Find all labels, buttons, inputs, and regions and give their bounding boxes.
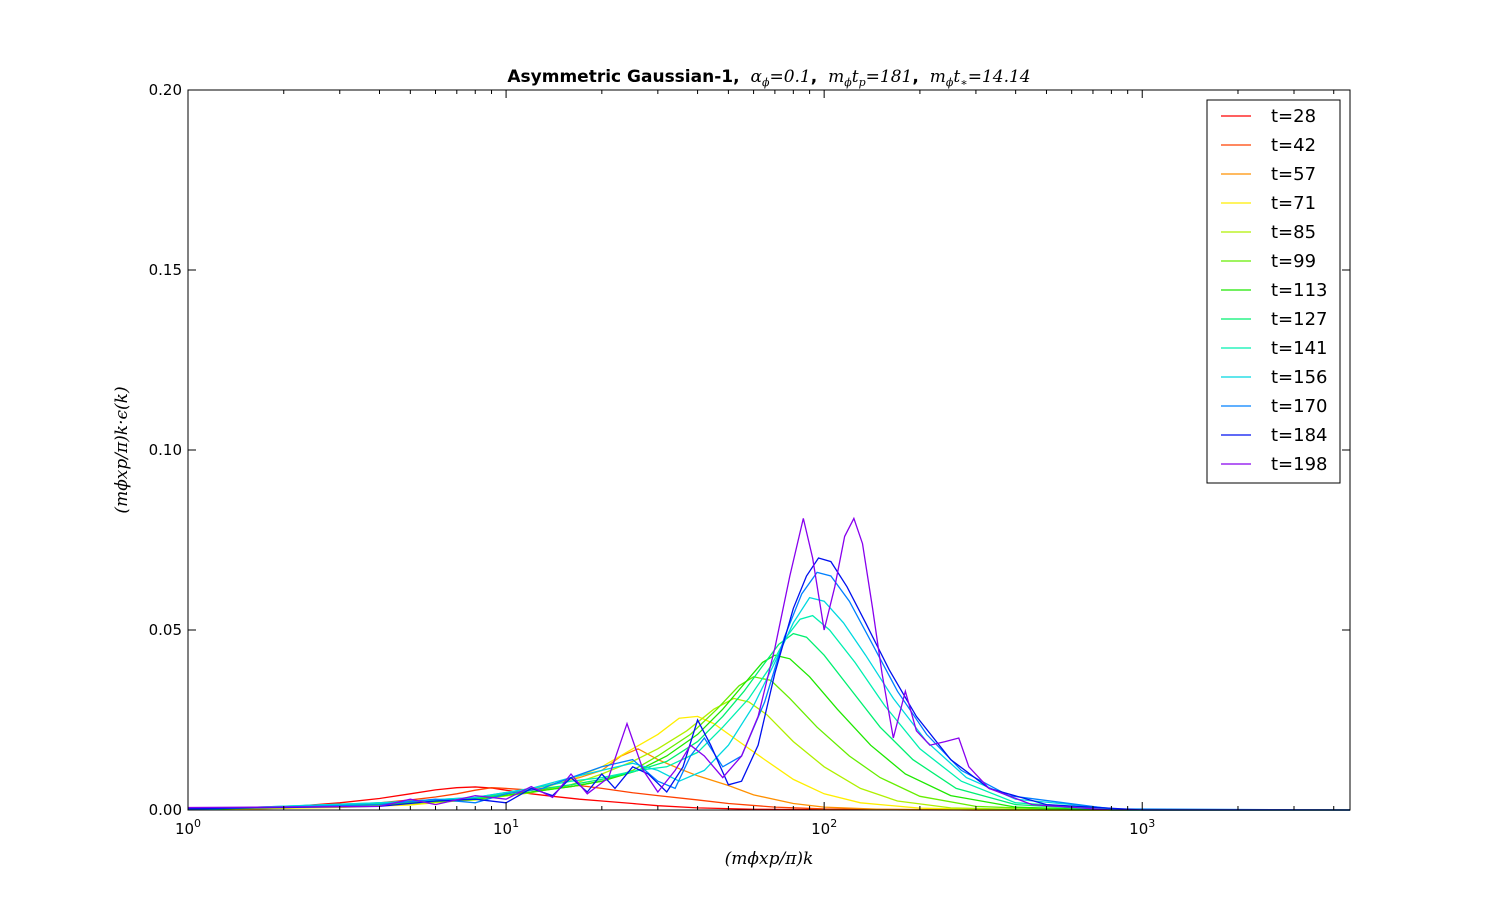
y-axis-label: (mϕxp/π)k·ϵ(k): [112, 386, 132, 513]
title-tstar-value: =14.14: [968, 67, 1031, 87]
legend-label-t-28: t=28: [1271, 106, 1316, 127]
legend-label-t-42: t=42: [1271, 135, 1316, 156]
title-tp-value: =181: [866, 67, 913, 87]
legend-label-t-198: t=198: [1271, 454, 1328, 475]
x-tick-label: 100: [175, 817, 201, 838]
x-axis-label: (mϕxp/π)k: [725, 849, 814, 869]
series-line-t-198: [187, 516, 1350, 811]
x-tick-label: 101: [493, 817, 519, 838]
legend-label-t-127: t=127: [1271, 309, 1328, 330]
legend-label-t-184: t=184: [1271, 425, 1328, 446]
title-tstar: t: [953, 67, 960, 87]
legend-label-t-113: t=113: [1271, 280, 1328, 301]
series-line-t-113: [187, 654, 1350, 811]
title-m-tp: m: [828, 67, 844, 87]
title-m-tp-sub: ϕ: [844, 76, 852, 89]
legend-label-t-141: t=141: [1271, 338, 1328, 359]
legend-label-t-156: t=156: [1271, 367, 1328, 388]
legend-label-t-85: t=85: [1271, 222, 1316, 243]
legend-label-t-57: t=57: [1271, 164, 1316, 185]
series-line-t-28: [187, 786, 1350, 811]
legend-label-t-71: t=71: [1271, 193, 1316, 214]
title-alpha-sub: ϕ: [762, 76, 770, 89]
title-main: Asymmetric Gaussian-1,: [507, 67, 739, 87]
legend: t=28 t=42 t=57 t=71 t=85 t=99 t=113 t=127 t=141 t…: [1206, 99, 1341, 484]
x-tick-label: 103: [1129, 817, 1155, 838]
ticks: 0.00 0.05 0.10 0.15 0.20 100 101 102 103: [149, 81, 1350, 838]
title-m-tstar: m: [930, 67, 946, 87]
y-tick-label: 0.15: [149, 261, 182, 279]
title-tp-sub: p: [859, 76, 866, 89]
title-sep-1: ,: [811, 67, 817, 87]
series-line-t-127: [187, 632, 1350, 811]
y-tick-label: 0.20: [149, 81, 182, 99]
title-sep-2: ,: [912, 67, 918, 87]
legend-box: [1206, 99, 1341, 484]
plot-area: [187, 516, 1351, 811]
legend-label-t-99: t=99: [1271, 251, 1316, 272]
title-alpha-value: =0.1: [769, 67, 810, 87]
title-tp: t: [852, 67, 859, 87]
y-tick-label: 0.05: [149, 621, 182, 639]
y-tick-label: 0.10: [149, 441, 182, 459]
y-tick-label: 0.00: [149, 801, 182, 819]
title-tstar-sub: ∗: [960, 76, 967, 89]
chart-title: Asymmetric Gaussian-1, αϕ=0.1, mϕtp=181,…: [507, 67, 1030, 89]
legend-label-t-170: t=170: [1271, 396, 1328, 417]
title-alpha: α: [750, 67, 762, 87]
x-tick-label: 102: [811, 817, 837, 838]
title-m-tstar-sub: ϕ: [946, 76, 954, 89]
